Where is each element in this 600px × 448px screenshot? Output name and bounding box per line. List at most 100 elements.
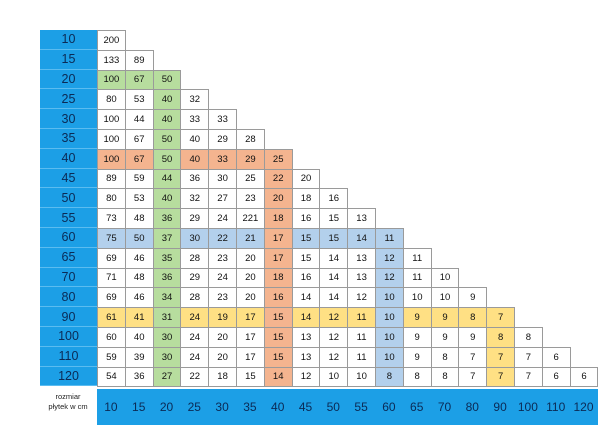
row-header: 80 [40,287,97,308]
table-cell: 11 [375,228,404,249]
table-cell: 36 [180,168,210,190]
table-cell: 15 [291,247,321,269]
table-cell: 40 [180,148,210,170]
table-cell: 32 [180,188,210,210]
table-cell: 12 [319,327,349,348]
table-cell: 15 [236,366,265,388]
table-cell: 7 [458,346,488,368]
row-header: 25 [40,89,97,110]
table-cell: 46 [124,247,154,269]
column-header: 50 [326,400,340,414]
table-cell: 67 [124,129,154,150]
table-cell: 18 [263,208,293,229]
table-cell: 14 [319,287,349,309]
table-cell: 221 [236,208,265,229]
column-header: 25 [187,400,201,414]
column-header: 40 [271,400,285,414]
table-cell: 36 [152,208,182,229]
table-cell: 80 [97,89,126,111]
column-header-band [97,389,598,425]
table-cell: 59 [124,168,154,190]
table-cell: 40 [152,188,182,210]
table-cell: 24 [180,346,210,368]
table-cell: 10 [319,366,349,388]
table-cell: 22 [208,228,237,249]
table-cell: 69 [97,247,126,269]
table-cell: 29 [180,267,210,289]
table-cell: 30 [152,346,182,368]
table-cell: 200 [97,30,126,51]
table-cell: 100 [97,69,126,91]
table-cell: 20 [208,327,237,348]
table-cell: 14 [291,287,321,309]
table-cell: 10 [430,287,460,309]
table-cell: 20 [236,267,265,289]
table-cell: 100 [97,109,126,130]
table-cell: 23 [208,247,237,269]
column-header: 30 [215,400,229,414]
column-header: 60 [382,400,396,414]
table-cell: 67 [124,148,154,170]
table-cell: 8 [375,366,404,388]
table-cell: 20 [236,287,265,309]
table-cell: 22 [180,366,210,388]
table-cell: 17 [236,307,265,328]
table-cell: 100 [97,148,126,170]
row-header: 70 [40,267,97,288]
table-cell: 13 [291,327,321,348]
table-cell: 8 [402,366,432,388]
table-cell: 11 [347,327,376,348]
column-header: 120 [573,400,594,414]
footer-label-line: rozmiar [55,392,81,401]
table-cell: 7 [486,346,515,368]
table-cell: 20 [263,188,293,210]
table-cell: 10 [375,327,404,348]
table-cell: 9 [458,287,488,309]
table-cell: 34 [152,287,182,309]
table-cell: 12 [347,287,376,309]
table-cell: 11 [402,247,432,269]
table-cell: 40 [124,327,154,348]
table-cell: 133 [97,49,126,71]
row-header: 110 [40,346,97,367]
table-cell: 73 [97,208,126,229]
column-header: 90 [493,400,507,414]
table-cell: 27 [152,366,182,388]
table-cell: 30 [180,228,210,249]
row-header: 90 [40,307,97,327]
table-cell: 17 [236,346,265,368]
table-cell: 50 [152,129,182,150]
table-cell: 36 [124,366,154,388]
table-cell: 8 [430,346,460,368]
table-cell: 71 [97,267,126,289]
table-cell: 8 [430,366,460,388]
table-cell: 9 [430,307,460,328]
row-header: 65 [40,247,97,268]
table-cell: 69 [97,287,126,309]
table-cell: 18 [263,267,293,289]
table-cell: 10 [430,267,460,289]
table-cell: 29 [180,208,210,229]
row-header: 45 [40,168,97,189]
table-cell: 17 [263,228,293,249]
table-cell: 10 [347,366,376,388]
row-header: 60 [40,228,97,248]
table-cell: 41 [124,307,154,328]
table-cell: 29 [208,129,237,150]
row-header: 100 [40,327,97,347]
table-cell: 50 [152,69,182,91]
table-cell: 7 [458,366,488,388]
table-cell: 75 [97,228,126,249]
table-cell: 24 [208,267,237,289]
table-cell: 44 [124,109,154,130]
table-cell: 48 [124,208,154,229]
table-cell: 8 [486,327,515,348]
row-header: 20 [40,69,97,90]
table-cell: 60 [97,327,126,348]
table-cell: 16 [291,267,321,289]
column-header: 65 [410,400,424,414]
table-cell: 14 [263,366,293,388]
table-cell: 9 [430,327,460,348]
table-cell: 17 [263,247,293,269]
table-cell: 20 [236,247,265,269]
